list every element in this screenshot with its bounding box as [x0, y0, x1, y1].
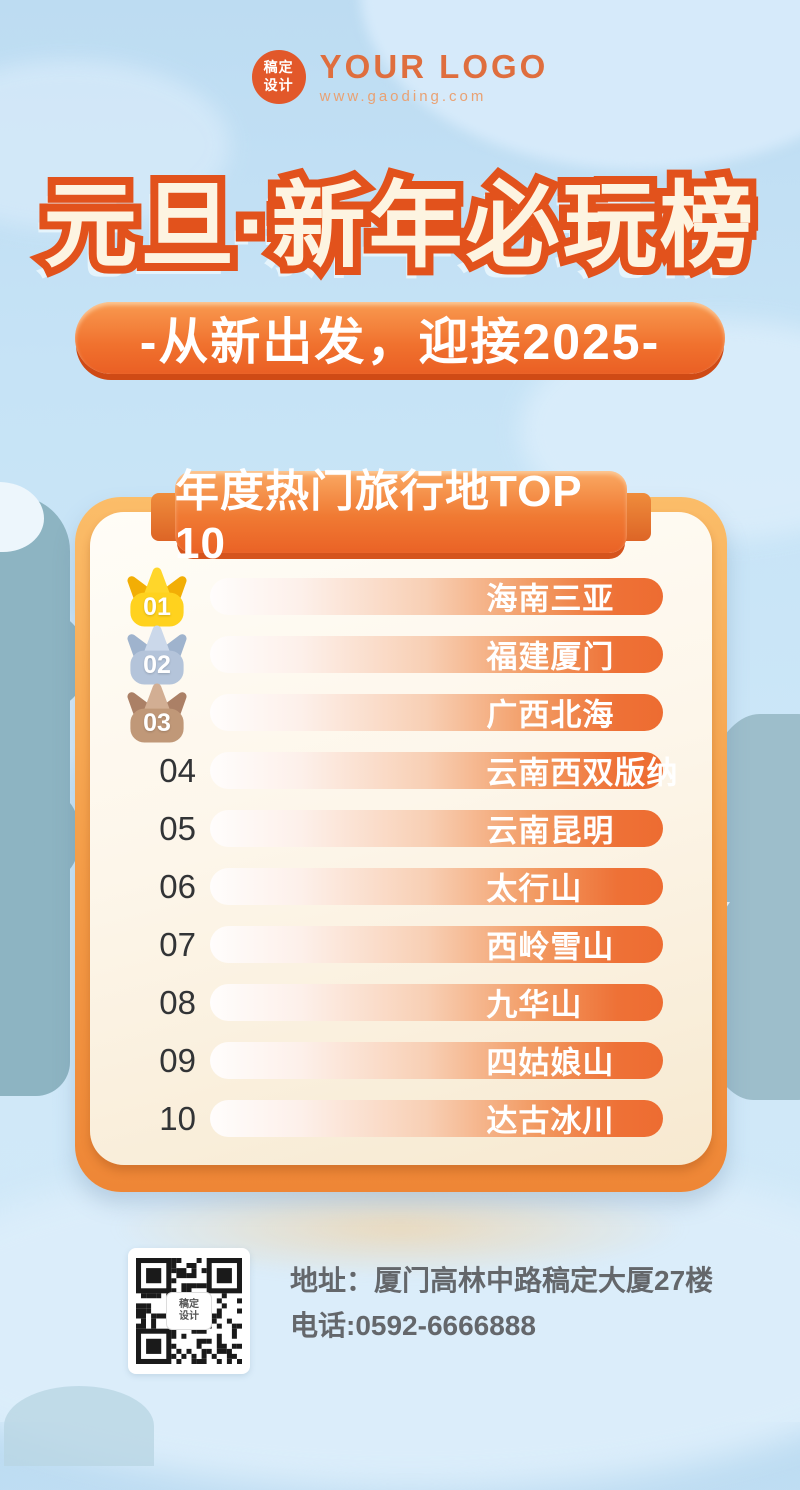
- phone-text: 电话:0592-6666888: [290, 1310, 536, 1342]
- rank-row: 04 04 云南西双版纳: [90, 751, 712, 791]
- ranking-list: 01 01 海南三亚 02 02 福: [90, 566, 712, 1138]
- rank-row: 05 05 云南昆明: [90, 809, 712, 848]
- rank-row: 10 10 达古冰川: [90, 1099, 712, 1138]
- ranking-card-inner: 01 01 海南三亚 02 02 福: [90, 512, 712, 1165]
- destination-label: 广西北海: [486, 697, 615, 733]
- ranking-card: 年度热门旅行地TOP 10 01 01 海南三亚: [75, 467, 727, 1192]
- rank-row: 07 07 西岭雪山: [90, 925, 712, 964]
- rank-number: 05: [159, 809, 196, 847]
- rank-row: 01 01 海南三亚: [90, 566, 712, 627]
- destination-label: 云南西双版纳: [486, 755, 679, 791]
- rank-number: 03: [143, 708, 171, 737]
- card-header-ribbon: 年度热门旅行地TOP 10: [151, 467, 651, 568]
- destination-label: 四姑娘山: [486, 1045, 615, 1081]
- rank-row: 06 06 太行山: [90, 867, 712, 906]
- destination-bar: 云南昆明: [210, 810, 663, 848]
- destination-label: 福建厦门: [486, 639, 615, 675]
- brand-badge-icon: 稿定 设计: [251, 49, 306, 104]
- destination-bar: 太行山: [210, 868, 663, 906]
- rank-number: 10: [159, 1099, 196, 1137]
- destination-bar: 福建厦门: [210, 636, 663, 674]
- crown-icon: 03: [118, 682, 196, 743]
- rank-number: 06: [159, 867, 196, 905]
- destination-bar: 九华山: [210, 984, 663, 1022]
- address-text: 地址：厦门高林中路稿定大厦27楼: [290, 1265, 714, 1296]
- subtitle-text: -从新出发，迎接2025-: [139, 314, 661, 370]
- destination-label: 九华山: [486, 987, 583, 1023]
- qr-code: 稿定 设计: [128, 1248, 250, 1374]
- rank-row: 03 03 广西北海: [90, 682, 712, 743]
- bush-silhouette-bottom-left: [4, 1386, 154, 1466]
- destination-label: 太行山: [486, 871, 583, 907]
- destination-label: 云南昆明: [486, 813, 615, 849]
- crown-icon: 01: [118, 566, 196, 627]
- rank-row: 08 08 九华山: [90, 983, 712, 1022]
- rank-row: 09 09 四姑娘山: [90, 1041, 712, 1080]
- card-header-title: 年度热门旅行地TOP 10: [175, 467, 582, 568]
- destination-bar: 达古冰川: [210, 1100, 663, 1138]
- subtitle-banner: -从新出发，迎接2025-: [75, 302, 725, 374]
- rank-number: 07: [159, 925, 196, 963]
- footer: 稿定 设计 地址：厦门高林中路稿定大厦27楼 电话:0592-6666888: [128, 1248, 713, 1374]
- destination-bar: 广西北海: [210, 694, 663, 732]
- destination-bar: 四姑娘山: [210, 1042, 663, 1080]
- logo-header: 稿定 设计 YOUR LOGO www.gaoding.com: [0, 48, 800, 105]
- crown-icon: 02: [118, 624, 196, 685]
- rank-number: 08: [159, 983, 196, 1021]
- qr-pattern: [136, 1258, 242, 1364]
- destination-label: 海南三亚: [486, 581, 615, 617]
- destination-label: 西岭雪山: [486, 929, 615, 965]
- logo-name: YOUR LOGO: [319, 48, 549, 85]
- rank-number: 02: [143, 650, 171, 679]
- main-title: 元旦·新年必玩榜 元旦·新年必玩榜: [35, 165, 761, 286]
- rank-row: 02 02 福建厦门: [90, 624, 712, 685]
- destination-label: 达古冰川: [486, 1103, 615, 1139]
- destination-bar: 海南三亚: [210, 578, 663, 616]
- rank-number: 09: [159, 1041, 196, 1079]
- tree-silhouette-left: [0, 482, 86, 1096]
- logo-url: www.gaoding.com: [319, 88, 487, 105]
- qr-center-badge: 稿定 设计: [166, 1292, 212, 1330]
- destination-bar: 西岭雪山: [210, 926, 663, 964]
- rank-number: 01: [143, 592, 171, 621]
- destination-bar: 云南西双版纳: [210, 752, 677, 790]
- rank-number: 04: [159, 751, 196, 789]
